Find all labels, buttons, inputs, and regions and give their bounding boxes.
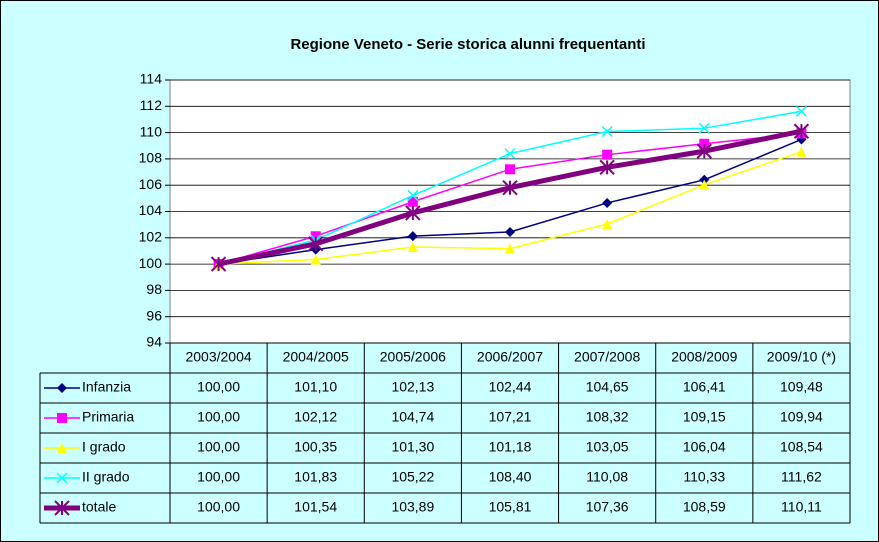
legend-marker xyxy=(57,413,67,423)
x-tick-label: 2009/10 (*) xyxy=(767,349,836,365)
table-cell: 109,94 xyxy=(780,409,823,425)
table-cell: 101,54 xyxy=(294,499,337,515)
legend-marker xyxy=(57,383,67,393)
table-cell: 109,15 xyxy=(683,409,726,425)
marker xyxy=(407,231,418,242)
marker xyxy=(210,256,227,272)
marker xyxy=(795,105,807,117)
y-tick-label: 98 xyxy=(146,281,162,297)
y-tick-label: 100 xyxy=(139,255,163,271)
marker xyxy=(308,236,324,252)
table-cell: 102,12 xyxy=(294,409,337,425)
y-tick-label: 112 xyxy=(140,97,163,113)
table-cell: 101,10 xyxy=(294,379,337,395)
y-tick-label: 110 xyxy=(140,123,163,139)
marker xyxy=(504,148,516,160)
legend-label: totale xyxy=(82,499,116,515)
table-cell: 100,35 xyxy=(294,439,337,455)
marker xyxy=(407,189,419,201)
marker xyxy=(602,218,613,229)
marker xyxy=(699,138,710,149)
x-tick-label: 2005/2006 xyxy=(380,349,446,365)
marker xyxy=(407,196,418,207)
table-cell: 110,08 xyxy=(586,469,628,485)
y-tick-label: 102 xyxy=(139,229,163,245)
y-tick-label: 96 xyxy=(146,307,162,323)
table-cell: 106,41 xyxy=(683,379,726,395)
table-cell: 104,65 xyxy=(586,379,629,395)
table-cell: 108,40 xyxy=(489,469,532,485)
legend-label: Primaria xyxy=(82,409,134,425)
table-cell: 107,21 xyxy=(489,409,532,425)
table-cell: 100,00 xyxy=(197,379,240,395)
marker xyxy=(793,123,810,139)
chart-title: Regione Veneto - Serie storica alunni fr… xyxy=(290,36,645,53)
table-cell: 104,74 xyxy=(391,409,434,425)
marker xyxy=(796,146,807,157)
marker xyxy=(502,179,518,196)
marker xyxy=(505,227,515,238)
table-cell: 101,83 xyxy=(294,469,337,485)
table-cell: 102,44 xyxy=(489,379,532,395)
table-cell: 100,00 xyxy=(197,469,240,485)
table-cell: 103,89 xyxy=(391,499,434,515)
marker xyxy=(310,254,321,265)
y-tick-label: 106 xyxy=(139,176,163,192)
marker xyxy=(696,143,712,159)
marker xyxy=(602,197,613,208)
marker xyxy=(505,164,515,175)
y-tick-label: 114 xyxy=(140,71,163,87)
table-cell: 105,22 xyxy=(391,469,434,485)
table-cell: 105,81 xyxy=(489,499,532,515)
table-cell: 108,59 xyxy=(683,499,726,515)
legend-marker xyxy=(54,500,70,516)
marker xyxy=(699,179,710,190)
marker xyxy=(602,149,613,160)
table-cell: 111,62 xyxy=(781,469,822,485)
table-cell: 101,30 xyxy=(391,439,434,455)
table-cell: 100,00 xyxy=(197,439,240,455)
table-cell: 107,36 xyxy=(586,499,629,515)
table-cell: 102,13 xyxy=(391,379,434,395)
marker xyxy=(407,242,418,253)
y-tick-label: 104 xyxy=(139,202,163,218)
table-cell: 106,04 xyxy=(683,439,726,455)
legend-label: II grado xyxy=(82,469,130,485)
x-tick-label: 2008/2009 xyxy=(671,349,737,365)
table-cell: 100,00 xyxy=(197,499,240,515)
marker xyxy=(698,122,710,134)
legend-label: Infanzia xyxy=(82,379,131,395)
y-tick-label: 108 xyxy=(139,150,163,166)
x-tick-label: 2007/2008 xyxy=(574,349,640,365)
table-cell: 101,18 xyxy=(489,439,532,455)
marker xyxy=(405,205,421,221)
marker xyxy=(599,159,615,176)
x-tick-label: 2003/2004 xyxy=(185,349,251,365)
x-tick-label: 2004/2005 xyxy=(283,349,349,365)
table-cell: 110,11 xyxy=(781,499,822,515)
table-cell: 109,48 xyxy=(780,379,823,395)
y-tick-label: 94 xyxy=(146,334,162,350)
legend-label: I grado xyxy=(82,439,126,455)
x-tick-label: 2006/2007 xyxy=(477,349,543,365)
legend-marker xyxy=(56,472,68,484)
marker xyxy=(310,231,321,242)
marker xyxy=(601,126,613,138)
marker xyxy=(505,243,515,254)
table-cell: 100,00 xyxy=(197,409,240,425)
table-cell: 103,05 xyxy=(586,439,629,455)
table-cell: 108,32 xyxy=(586,409,629,425)
table-cell: 108,54 xyxy=(780,439,823,455)
legend-marker xyxy=(57,443,67,453)
table-cell: 110,33 xyxy=(683,469,725,485)
